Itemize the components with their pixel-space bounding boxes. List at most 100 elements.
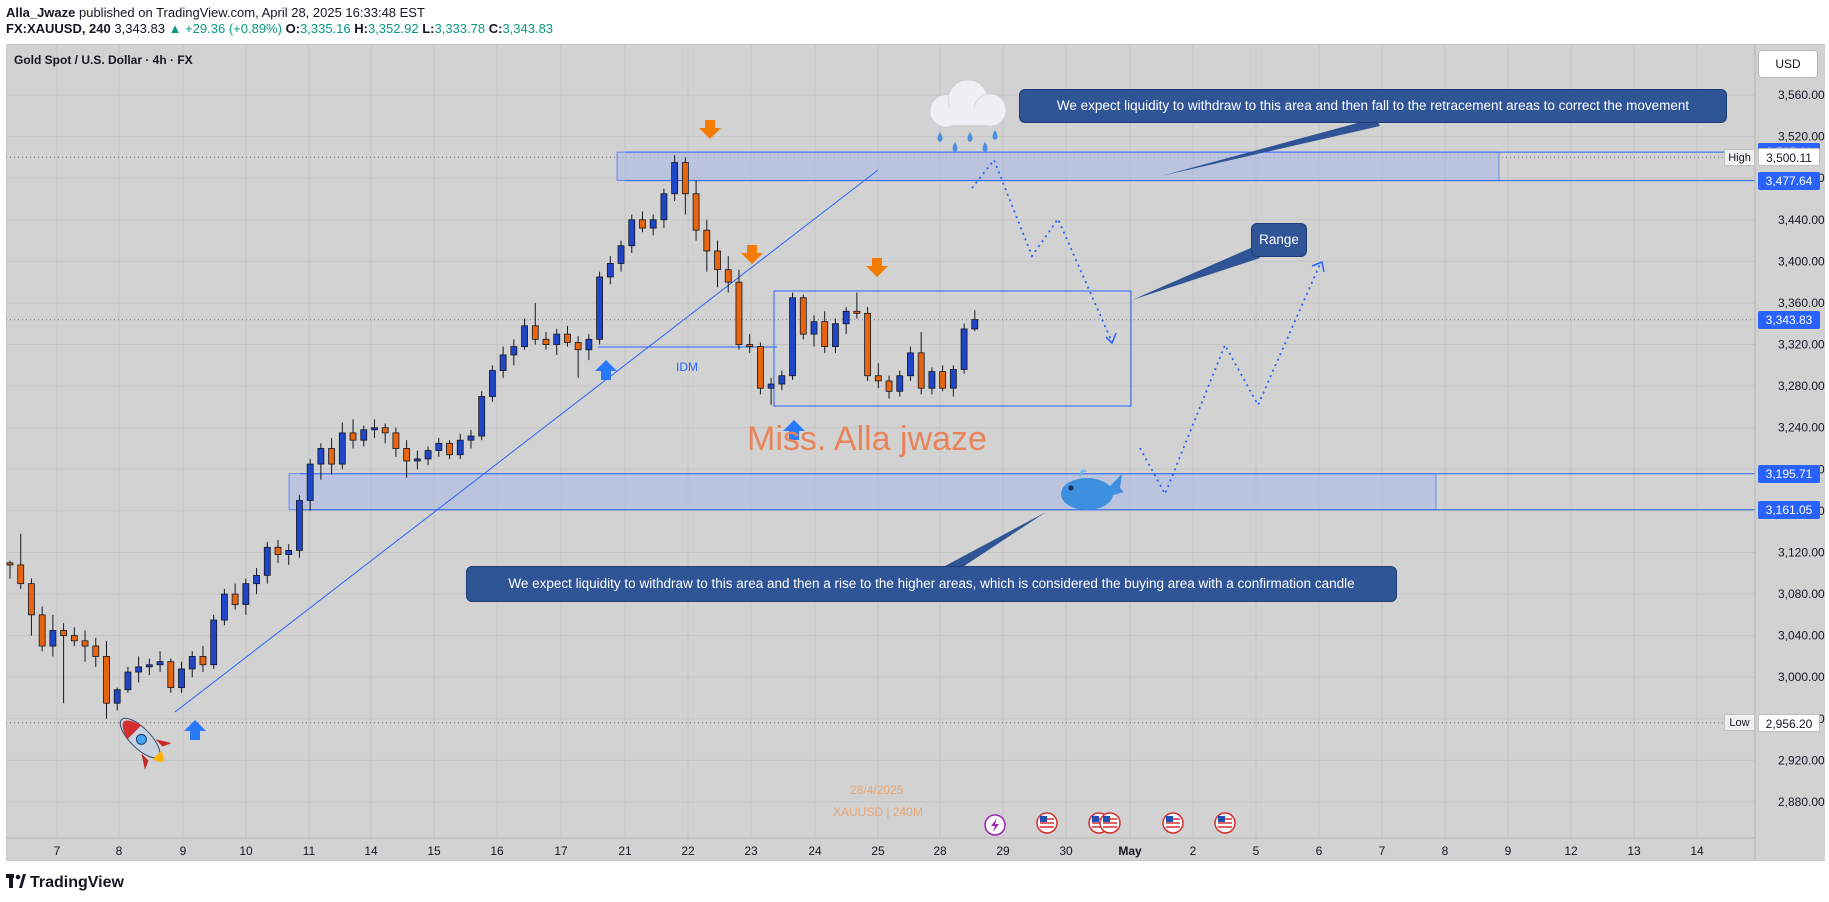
candle[interactable] [821,311,829,353]
candle[interactable] [371,419,378,439]
candle[interactable] [778,370,786,391]
candle[interactable] [606,256,614,285]
candle[interactable] [446,440,453,459]
candle[interactable] [660,188,668,229]
candle[interactable] [220,588,228,626]
candle[interactable] [456,433,464,459]
candle[interactable] [242,578,250,615]
candle[interactable] [178,661,185,693]
candle[interactable] [574,336,582,378]
candle[interactable] [17,533,25,589]
candle[interactable] [349,419,357,449]
candle[interactable] [917,332,925,395]
candle[interactable] [885,375,893,399]
candle[interactable] [113,687,121,711]
candle[interactable] [960,323,968,374]
candle[interactable] [60,623,67,704]
candle[interactable] [628,214,636,254]
candle[interactable] [842,307,850,335]
candle[interactable] [692,180,700,241]
candle[interactable] [49,614,57,657]
event-us-flag-icon[interactable] [1099,812,1121,834]
candle[interactable] [746,334,754,353]
candle[interactable] [767,377,775,405]
price-tag[interactable]: 2,956.20 [1758,713,1820,732]
candle[interactable] [596,271,603,345]
candle[interactable] [92,637,100,667]
candle[interactable] [907,346,914,381]
candle[interactable] [424,446,432,466]
candle[interactable] [703,219,711,272]
candle[interactable] [542,332,550,350]
price-tag[interactable]: 3,343.83 [1758,310,1820,329]
candle[interactable] [799,294,807,340]
buy-liquidity-zone[interactable] [288,473,1437,511]
candle[interactable] [671,155,679,202]
candle[interactable] [467,429,475,449]
candle[interactable] [553,328,561,355]
candle[interactable] [38,606,46,652]
candle[interactable] [864,307,871,381]
price-tag[interactable]: 3,500.11 [1758,148,1820,167]
candle[interactable] [381,423,389,444]
candle[interactable] [70,627,78,647]
candle[interactable] [81,630,89,662]
candle[interactable] [896,370,904,397]
candle[interactable] [757,342,764,395]
candle[interactable] [338,422,346,470]
candle[interactable] [971,310,979,332]
candle[interactable] [167,658,175,693]
candle[interactable] [199,646,207,673]
range-box[interactable] [773,290,1132,407]
candle[interactable] [488,365,496,402]
sell-liquidity-zone[interactable] [616,151,1500,181]
candle[interactable] [510,339,518,366]
candle[interactable] [617,240,625,272]
price-tag[interactable]: 3,477.64 [1758,171,1820,190]
price-tag[interactable]: 3,195.71 [1758,464,1820,483]
candle[interactable] [478,391,486,441]
candle[interactable] [328,438,336,475]
candle[interactable] [413,450,421,470]
tradingview-logo[interactable]: TradingView [6,874,124,892]
candle[interactable] [285,544,293,565]
author-name[interactable]: Alla_Jwaze [6,5,76,20]
candle[interactable] [124,666,132,693]
price-axis-bg[interactable] [1755,45,1825,860]
candle[interactable] [145,658,153,676]
candle[interactable] [874,363,882,389]
candle[interactable] [188,651,196,678]
event-us-flag-icon[interactable] [1036,812,1058,834]
candle[interactable] [253,568,260,595]
candle[interactable] [853,292,861,319]
note-bottom[interactable]: We expect liquidity to withdraw to this … [466,566,1397,602]
candle[interactable] [681,157,689,215]
candle[interactable] [531,302,539,345]
candle[interactable] [789,292,796,380]
candle[interactable] [28,578,35,636]
candle[interactable] [231,583,239,610]
candle[interactable] [306,458,314,511]
candle[interactable] [263,542,271,584]
candle[interactable] [832,318,839,353]
note-top[interactable]: We expect liquidity to withdraw to this … [1019,89,1727,123]
candle[interactable] [296,495,303,558]
candle[interactable] [317,443,325,480]
candle[interactable] [210,614,218,669]
currency-button[interactable]: USD [1758,50,1818,78]
candle[interactable] [939,365,947,392]
candle[interactable] [403,440,411,478]
candle[interactable] [639,211,646,233]
candle[interactable] [435,438,443,457]
candle[interactable] [724,256,732,293]
candle[interactable] [6,560,14,579]
candle[interactable] [156,651,164,673]
note-range[interactable]: Range [1251,223,1307,257]
event-us-flag-icon[interactable] [1214,812,1236,834]
candle[interactable] [499,346,507,378]
candle[interactable] [735,269,743,350]
candle[interactable] [274,539,282,563]
trend-line[interactable] [174,169,879,713]
candle[interactable] [585,334,593,361]
candle[interactable] [360,425,368,447]
